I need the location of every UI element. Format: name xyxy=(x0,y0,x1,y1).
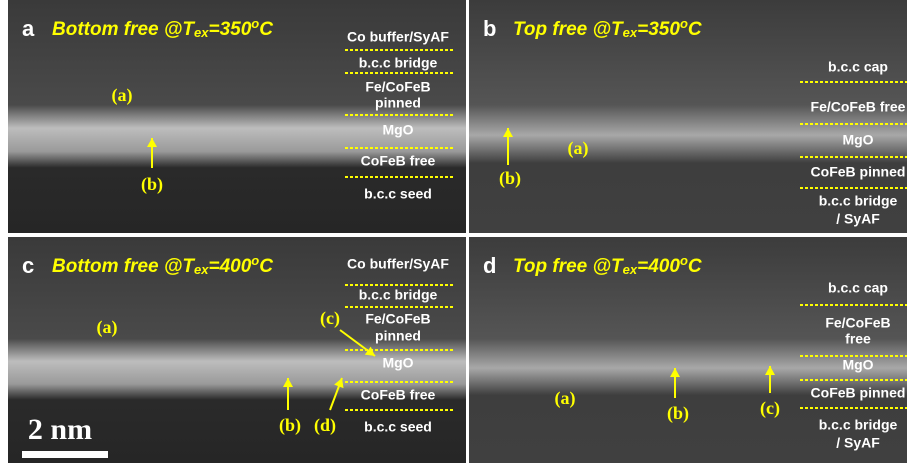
title-part: C xyxy=(688,19,702,40)
layer-label: pinned xyxy=(375,95,421,111)
title-part: Bottom free @T xyxy=(52,19,195,40)
annotation: (a) xyxy=(568,138,589,159)
panel-letter: c xyxy=(22,253,34,278)
annotation: (b) xyxy=(279,415,301,436)
title-part: C xyxy=(259,256,273,277)
title-part: o xyxy=(680,253,688,268)
layer-label: MgO xyxy=(382,355,413,371)
figure: aBottom free @Tex=350oCCo buffer/SyAFb.c… xyxy=(0,0,907,463)
annotation: (d) xyxy=(314,415,336,436)
title-part: o xyxy=(251,16,259,31)
layer-label: b.c.c cap xyxy=(828,59,888,75)
title-part: ex xyxy=(623,25,638,40)
panel-title: Bottom free @Tex=400oC xyxy=(52,253,273,277)
layer-label: b.c.c bridge xyxy=(359,287,438,303)
scale-bar xyxy=(22,451,108,458)
panel-title: Top free @Tex=400oC xyxy=(513,253,702,277)
panel: a Bottom free @Tex=350oC Co buffer/SyAF b.c… xyxy=(8,0,466,233)
layer-label: Fe/CoFeB xyxy=(365,311,430,327)
title-part: o xyxy=(680,16,688,31)
layer-label: MgO xyxy=(842,132,873,148)
layer-label: MgO xyxy=(842,357,873,373)
layer-label: CoFeB pinned xyxy=(811,164,906,180)
annotation: (b) xyxy=(499,168,521,189)
title-part: =400 xyxy=(209,256,252,277)
layer-label: b.c.c seed xyxy=(364,419,432,435)
layer-label: b.c.c bridge xyxy=(819,417,898,433)
layer-label: b.c.c bridge xyxy=(819,193,898,209)
title-part: ex xyxy=(194,25,209,40)
layer-label: / SyAF xyxy=(836,211,880,227)
annotation: (a) xyxy=(97,317,118,338)
title-part: Top free @T xyxy=(513,19,624,40)
layer-label: Fe/CoFeB xyxy=(365,79,430,95)
annotation: (a) xyxy=(112,85,133,106)
layer-label: b.c.c cap xyxy=(828,280,888,296)
annotation: (b) xyxy=(667,403,689,424)
title-part: Top free @T xyxy=(513,256,624,277)
layer-label: b.c.c bridge xyxy=(359,55,438,71)
panel-letter: d xyxy=(483,253,496,278)
layer-label: Fe/CoFeB xyxy=(825,315,890,331)
title-part: C xyxy=(259,19,273,40)
title-part: Bottom free @T xyxy=(52,256,195,277)
panel-title: Top free @Tex=350oC xyxy=(513,16,702,40)
title-part: =350 xyxy=(209,19,252,40)
layer-label: MgO xyxy=(382,122,413,138)
layer-label: Fe/CoFeB free xyxy=(811,99,906,115)
panel-title: Bottom free @Tex=350oC xyxy=(52,16,273,40)
layer-label: Co buffer/SyAF xyxy=(347,256,449,272)
layer-label: Co buffer/SyAF xyxy=(347,29,449,45)
title-part: ex xyxy=(194,262,209,277)
panel-letter: a xyxy=(22,16,35,41)
annotation: (c) xyxy=(760,398,780,419)
title-part: =350 xyxy=(637,19,680,40)
title-part: ex xyxy=(623,262,638,277)
layer-label: / SyAF xyxy=(836,435,880,451)
annotation: (c) xyxy=(320,308,340,329)
annotation: (a) xyxy=(555,388,576,409)
title-part: o xyxy=(251,253,259,268)
layer-label: CoFeB free xyxy=(361,387,436,403)
title-part: =400 xyxy=(637,256,680,277)
title-part: C xyxy=(688,256,702,277)
layer-label: free xyxy=(845,331,871,347)
layer-label: b.c.c seed xyxy=(364,186,432,202)
annotation: (b) xyxy=(141,174,163,195)
layer-label: pinned xyxy=(375,328,421,344)
panel-letter: b xyxy=(483,16,496,41)
scale-bar-label: 2 nm xyxy=(28,413,92,446)
layer-label: CoFeB pinned xyxy=(811,385,906,401)
layer-label: CoFeB free xyxy=(361,153,436,169)
